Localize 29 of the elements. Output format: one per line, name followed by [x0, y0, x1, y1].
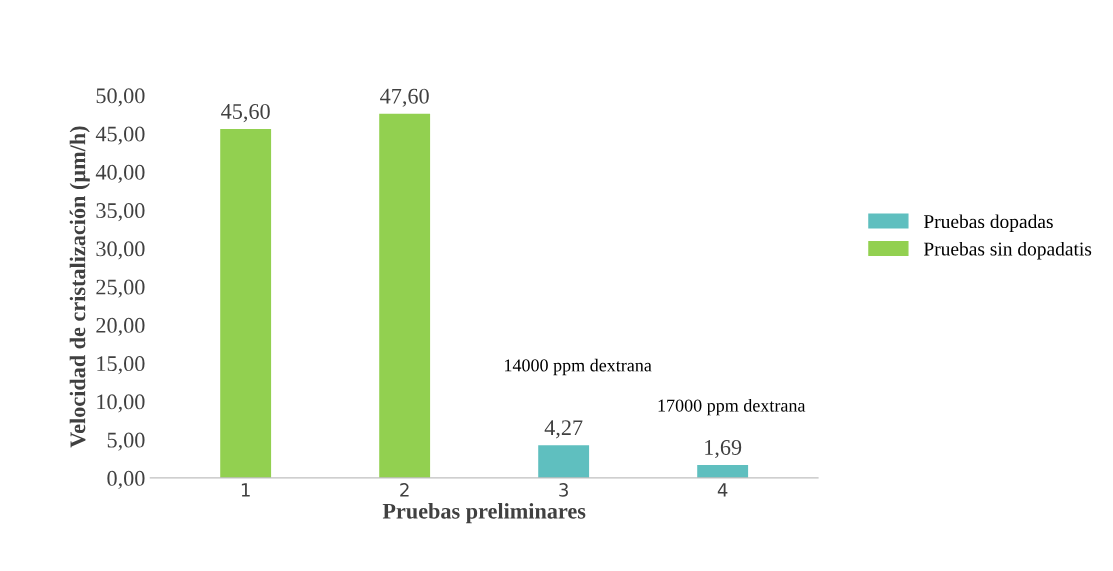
x-tick-label: 2 [400, 483, 409, 497]
y-tick-label: 0,00 [107, 470, 145, 490]
annotation: 17000 ppm dextrana [658, 398, 806, 416]
y-tick-label: 25,00 [96, 279, 145, 298]
y-tick-label: 45,00 [95, 126, 145, 145]
data-label: 47,60 [380, 88, 429, 107]
y-tick-label: 15,00 [97, 356, 145, 375]
y-tick-label: 20,00 [96, 317, 145, 337]
y-tick-label: 40,00 [95, 164, 145, 183]
data-label: 1,69 [705, 439, 742, 459]
y-tick-label: 30,00 [96, 241, 145, 260]
y-tick-label: 5,00 [107, 432, 145, 451]
y-tick-label: 50,00 [96, 88, 145, 107]
x-tick-label: 1 [241, 483, 250, 497]
bar [697, 465, 749, 478]
x-tick-label: 3 [559, 483, 568, 497]
data-label: 4,27 [544, 420, 583, 439]
y-tick-label: 10,00 [97, 394, 145, 413]
bar [379, 113, 431, 478]
x-tick-label: 4 [717, 483, 728, 497]
legend-label: Pruebas dopadas [923, 214, 1053, 233]
y-tick-label: 35,00 [96, 203, 145, 222]
data-label: 45,60 [221, 103, 270, 123]
legend-label: Pruebas sin dopadatis [923, 241, 1092, 260]
y-axis-title: Velocidad de cristalización (µm/h) [69, 126, 90, 448]
x-axis-title: Pruebas preliminares [382, 503, 586, 524]
bar [220, 129, 272, 478]
annotation: 14000 ppm dextrana [505, 358, 652, 376]
bar [538, 445, 590, 478]
